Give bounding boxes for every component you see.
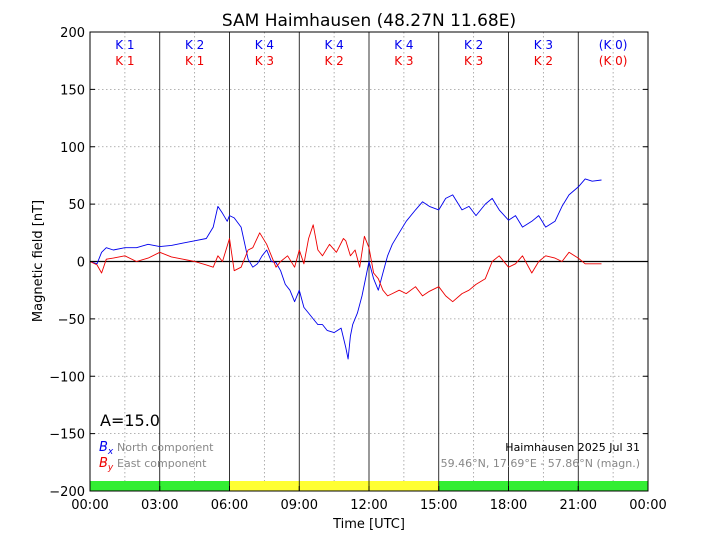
- svg-text:By: By: [99, 456, 114, 473]
- chart-title: SAM Haimhausen (48.27N 11.68E): [222, 11, 516, 31]
- k-index-labels: K 1 K 2 K 4 K 4 K 4 K 2 K 3 (K 0) K 1 K 1 K 3 K 2 K …: [115, 38, 627, 68]
- series-east-line: [89, 224, 602, 303]
- legend-north-symbol: B: [99, 440, 108, 455]
- legend-east-sub: y: [107, 463, 114, 473]
- legend: Bx North component By East component: [99, 440, 214, 473]
- y-tick-label: −150: [49, 428, 85, 443]
- k-east-label: K 3: [464, 54, 483, 68]
- k-east-label: K 1: [115, 54, 134, 68]
- k-east-label: (K 0): [599, 54, 628, 68]
- y-tick-label: −100: [49, 370, 85, 385]
- k-north-label: (K 0): [599, 38, 628, 52]
- a-index: A=15.0: [100, 411, 160, 430]
- x-tick-label: 00:00: [71, 498, 108, 513]
- y-tick-label: 150: [60, 83, 85, 98]
- legend-north-sub: x: [107, 447, 114, 457]
- k-north-label: K 2: [185, 38, 204, 52]
- y-tick-label: −200: [49, 485, 85, 500]
- daylight-segment-1: [229, 481, 439, 491]
- k-east-label: K 3: [394, 54, 413, 68]
- k-north-label: K 4: [255, 38, 274, 52]
- k-north-label: K 1: [115, 38, 134, 52]
- k-north-label: K 2: [464, 38, 483, 52]
- k-east-label: K 1: [185, 54, 204, 68]
- x-tick-label: 09:00: [281, 498, 318, 513]
- legend-east-symbol: B: [99, 456, 108, 471]
- legend-north-text: North component: [117, 441, 214, 454]
- daylight-segment-2: [438, 481, 648, 491]
- k-north-label: K 4: [324, 38, 343, 52]
- x-tick-label: 18:00: [490, 498, 527, 513]
- station-label: Haimhausen 2025 Jul 31: [505, 441, 640, 454]
- legend-east-text: East component: [117, 457, 207, 470]
- y-axis-ticks: −200 −150 −100 −50 0 50 100 150 200: [49, 26, 648, 500]
- x-tick-label: 12:00: [350, 498, 387, 513]
- k-east-label: K 3: [255, 54, 274, 68]
- y-axis-label: Magnetic field [nT]: [31, 200, 46, 322]
- coordinates-label: 59.46°N, 17.69°E - 57.86°N (magn.): [441, 457, 640, 470]
- y-tick-label: 200: [60, 26, 85, 41]
- x-axis-label: Time [UTC]: [332, 517, 405, 532]
- legend-east: By East component: [99, 456, 207, 473]
- series-layer: [89, 178, 602, 360]
- k-east-label: K 2: [534, 54, 553, 68]
- x-tick-label: 06:00: [211, 498, 248, 513]
- y-tick-label: 100: [60, 141, 85, 156]
- y-tick-label: −50: [58, 313, 85, 328]
- x-tick-label: 21:00: [560, 498, 597, 513]
- y-tick-label: 50: [68, 198, 85, 213]
- x-tick-label: 15:00: [420, 498, 457, 513]
- x-tick-label: 00:00: [629, 498, 666, 513]
- y-tick-label: 0: [77, 256, 85, 271]
- x-tick-label: 03:00: [141, 498, 178, 513]
- x-axis-ticks: 00:00 03:00 06:00 09:00 12:00 15:00 18:00 21:00…: [71, 486, 667, 513]
- svg-text:Bx: Bx: [99, 440, 114, 457]
- k-north-label: K 3: [534, 38, 553, 52]
- k-north-label: K 4: [394, 38, 413, 52]
- series-north-line: [89, 178, 602, 360]
- legend-north: Bx North component: [99, 440, 214, 457]
- k-east-label: K 2: [324, 54, 343, 68]
